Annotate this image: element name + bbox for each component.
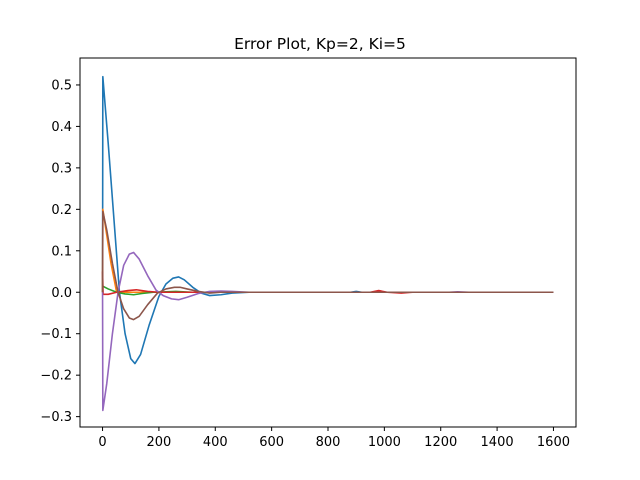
y-tick-label: 0.0 <box>51 286 72 301</box>
series-line-1 <box>101 75 554 365</box>
y-tick-label: 0.3 <box>51 161 72 176</box>
y-tick-label: 0.2 <box>51 203 72 218</box>
x-tick-label: 200 <box>146 435 171 450</box>
y-tick-label: 0.5 <box>51 78 72 93</box>
series-line-2 <box>101 208 554 294</box>
series-line-5 <box>101 251 554 412</box>
y-tick-label: 0.1 <box>51 244 72 259</box>
y-tick-label: −0.2 <box>40 369 72 384</box>
axis-layer: 0 200 400 600 800 1000 1200 1400 1600 −0.3 −0.2 −0.… <box>40 78 570 450</box>
x-tick-label: 1600 <box>537 435 570 450</box>
x-tick-label: 1000 <box>368 435 401 450</box>
x-tick-label: 400 <box>203 435 228 450</box>
x-tick-label: 0 <box>98 435 106 450</box>
y-tick-label: 0.4 <box>51 120 72 135</box>
x-tick-label: 1200 <box>424 435 457 450</box>
x-tick-label: 1400 <box>481 435 514 450</box>
y-tick-label: −0.1 <box>40 327 72 342</box>
chart-title: Error Plot, Kp=2, Ki=5 <box>234 35 406 53</box>
x-tick-label: 600 <box>259 435 284 450</box>
x-tick-label: 800 <box>316 435 341 450</box>
series-layer <box>101 75 554 412</box>
plot-frame <box>79 57 577 428</box>
series-line-6 <box>101 210 554 321</box>
y-tick-label: −0.3 <box>40 410 72 425</box>
